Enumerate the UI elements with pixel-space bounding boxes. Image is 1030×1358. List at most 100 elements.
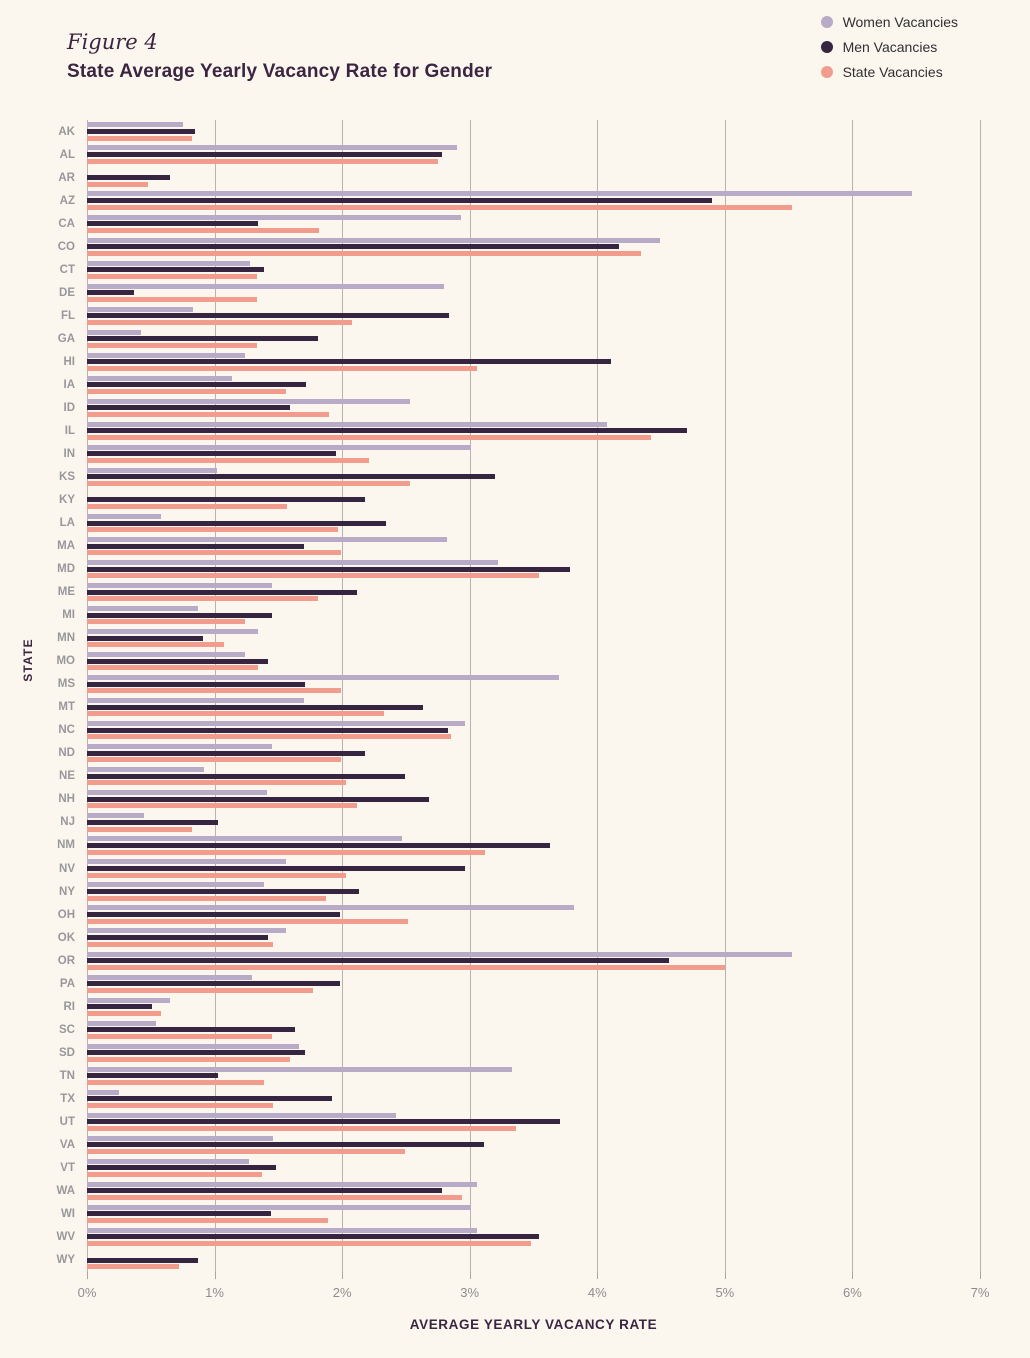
legend: Women Vacancies Men Vacancies State Vaca… [820, 14, 958, 80]
state-row: SD [59, 1041, 980, 1064]
state-label: LA [59, 517, 75, 530]
state-row: MD [57, 558, 980, 581]
state-label: NC [58, 724, 75, 737]
women-bar [87, 1089, 119, 1095]
state-label: PA [59, 977, 75, 990]
men-bar [87, 1073, 219, 1079]
women-bar [87, 352, 246, 358]
plot-area: AK AL AR AZ CA CO CT DE FL GA HI IA ID IL IN KS KY LA MA MD… [56, 120, 981, 1272]
state-label: WV [56, 1231, 75, 1244]
state-label: WI [60, 1207, 75, 1220]
women-bar [87, 606, 198, 612]
women-bar [87, 536, 447, 542]
state-label: KS [59, 470, 75, 483]
x-tick-mark [852, 1272, 854, 1279]
women-legend-dot-icon [820, 16, 833, 28]
state-label: CO [57, 240, 75, 253]
gridline [214, 120, 216, 1272]
legend-item-women: Women Vacancies [820, 14, 958, 30]
state-bar [87, 987, 313, 993]
state-row: MO [56, 650, 980, 673]
x-tick-label: 3% [460, 1285, 480, 1300]
state-row: PA [60, 972, 980, 995]
men-bar [87, 981, 340, 987]
women-bar [87, 191, 913, 197]
state-bar [87, 1056, 290, 1062]
legend-item-state: State Vacancies [820, 64, 958, 80]
state-row: WA [56, 1179, 980, 1202]
men-bar [87, 912, 340, 918]
women-bar [87, 951, 793, 957]
state-label: WY [56, 1254, 75, 1267]
state-label: OK [57, 931, 75, 944]
women-bar [87, 928, 286, 934]
women-bar [87, 974, 252, 980]
state-bar [87, 527, 339, 533]
men-bar [87, 198, 713, 204]
women-bar [87, 145, 457, 151]
state-bar [87, 895, 326, 901]
women-bar [87, 905, 575, 911]
state-row: NY [59, 880, 980, 903]
men-bar [87, 313, 450, 319]
state-row: WI [61, 1202, 980, 1225]
women-bar [87, 260, 251, 266]
men-bar [87, 773, 405, 779]
state-label: AK [58, 125, 75, 138]
state-row: IN [64, 442, 980, 465]
women-bar [87, 583, 272, 589]
state-bar [87, 319, 353, 325]
women-bar [87, 1227, 478, 1233]
women-bar [87, 836, 403, 842]
state-bar [87, 619, 246, 625]
state-bar [87, 504, 288, 510]
state-row: ME [58, 581, 980, 604]
men-bar [87, 635, 204, 641]
state-label: MS [57, 678, 75, 691]
x-tick-label: 7% [970, 1285, 990, 1300]
state-row: NH [58, 788, 980, 811]
state-row: AL [60, 143, 980, 166]
women-bar [87, 698, 304, 704]
state-bar [87, 849, 486, 855]
gridline [342, 120, 344, 1272]
men-bar [87, 497, 366, 503]
state-label: NJ [60, 816, 75, 829]
state-label: NM [57, 839, 75, 852]
state-label: NY [59, 885, 75, 898]
state-label: MD [57, 563, 75, 576]
men-bar [87, 520, 386, 526]
state-bar [87, 757, 341, 763]
state-row: SC [59, 1018, 980, 1041]
men-bar [87, 612, 272, 618]
x-tick-mark [87, 1272, 88, 1279]
state-row: NM [57, 834, 980, 857]
women-bar [87, 306, 193, 312]
state-bar [87, 665, 258, 671]
state-bar [87, 780, 346, 786]
x-tick-mark [469, 1272, 471, 1279]
state-bar [87, 273, 257, 279]
men-bar [87, 175, 170, 181]
men-bar [87, 727, 449, 733]
gridline [469, 120, 471, 1272]
state-label: FL [60, 309, 75, 322]
state-bar [87, 734, 451, 740]
state-row: TN [60, 1064, 980, 1087]
women-bar [87, 398, 410, 404]
women-bar [87, 652, 246, 658]
state-bar [87, 365, 478, 371]
figure-label: Figure 4 [67, 30, 158, 54]
state-bar [87, 826, 192, 832]
gridline [980, 120, 981, 1272]
state-bar [87, 1033, 272, 1039]
state-label: MI [62, 609, 75, 622]
women-bar [87, 559, 498, 565]
x-tick-label: 6% [843, 1285, 862, 1300]
x-tick-mark [214, 1272, 216, 1279]
state-row: KY [59, 489, 980, 512]
state-row: NE [59, 765, 980, 788]
state-row: NJ [60, 811, 980, 834]
legend-item-men: Men Vacancies [820, 39, 958, 55]
state-bar [87, 296, 257, 302]
